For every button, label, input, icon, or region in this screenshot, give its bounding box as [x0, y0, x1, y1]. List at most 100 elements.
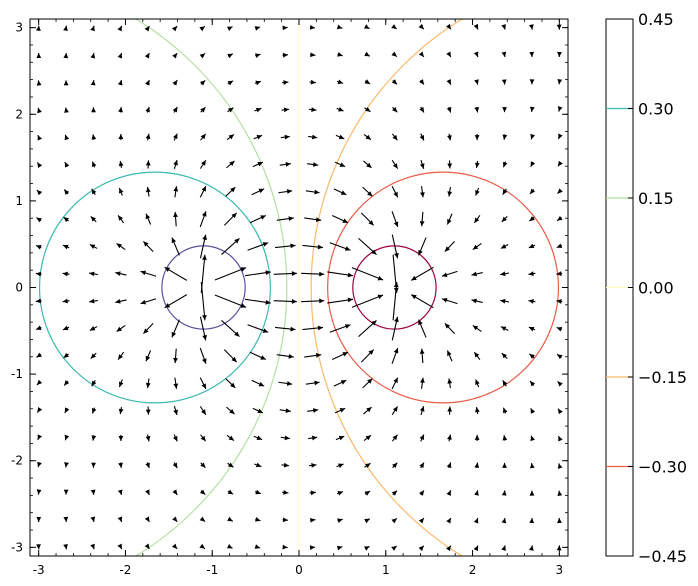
quiver-arrow-113	[173, 186, 179, 198]
quiver-arrow-240	[364, 545, 370, 551]
quiver-arrow-343	[502, 462, 507, 468]
quiver-arrow-52	[90, 216, 97, 223]
quiver-arrow-20	[63, 543, 68, 550]
quiver-arrow-242	[364, 490, 371, 496]
quiver-arrow-139	[199, 25, 206, 32]
quiver-arrow-355	[502, 134, 508, 140]
quiver-arrow-162	[254, 489, 262, 495]
quiver-arrow-362	[529, 490, 535, 496]
quiver-arrow-119	[171, 25, 178, 32]
quiver-arrow-329	[471, 298, 483, 304]
y-tick-label: -1	[11, 367, 23, 381]
quiver-arrow-128	[199, 316, 207, 341]
quiver-arrow-181	[282, 517, 289, 523]
quiver-arrow-177	[254, 80, 262, 86]
quiver-arrow-361	[529, 517, 535, 524]
quiver-arrow-372	[529, 216, 535, 222]
quiver-arrow-348	[500, 326, 509, 332]
quiver-arrow-169	[244, 298, 271, 305]
quiver-arrow-324	[474, 434, 480, 442]
quiver-arrow-328	[472, 325, 482, 333]
quiver-arrow-325	[474, 406, 480, 415]
quiver-arrow-398	[557, 51, 562, 58]
quiver-arrow-46	[91, 379, 97, 387]
quiver-arrow-121	[199, 516, 206, 523]
quiver-arrow-111	[171, 237, 180, 256]
quiver-arrow-184	[280, 435, 290, 441]
quiver-arrow-24	[64, 434, 70, 441]
quiver-arrow-160	[254, 544, 261, 549]
quiver-arrow-99	[144, 25, 150, 32]
quiver-arrow-396	[557, 106, 563, 112]
quiver-arrow-379	[529, 24, 534, 30]
quiver-arrow-381	[557, 517, 562, 524]
quiver-arrow-336	[474, 106, 480, 113]
quiver-arrow-257	[364, 79, 371, 85]
quiver-arrow-193	[278, 189, 293, 194]
quiver-arrow-5	[36, 407, 43, 413]
quiver-arrow-187	[276, 353, 294, 359]
quiver-arrow-16	[37, 107, 42, 114]
quiver-arrow-2	[36, 489, 42, 495]
quiver-arrow-40	[90, 543, 95, 550]
quiver-arrow-185	[279, 408, 291, 414]
quiver-arrow-288	[418, 319, 427, 338]
quiver-arrow-83	[145, 462, 150, 469]
quiver-arrow-141	[227, 516, 234, 522]
quiver-arrow-126	[199, 377, 207, 390]
quiver-arrow-220	[336, 545, 343, 551]
quiver-arrow-270	[392, 254, 399, 293]
quiver-arrow-238	[337, 52, 343, 57]
quiver-arrow-95	[145, 133, 151, 141]
quiver-arrow-120	[199, 543, 206, 550]
quiver-arrow-190	[273, 271, 297, 276]
quiver-arrow-197	[282, 80, 289, 85]
quiver-arrow-155	[226, 134, 235, 141]
quiver-arrow-158	[227, 53, 234, 59]
contour-line-2	[134, 19, 288, 556]
quiver-arrow-278	[391, 51, 398, 58]
quiver-arrow-318	[446, 51, 452, 58]
quiver-arrow-215	[308, 134, 318, 140]
quiver-arrow-136	[200, 106, 206, 113]
quiver-arrow-282	[419, 490, 425, 496]
quiver-arrow-386	[557, 381, 563, 387]
quiver-arrow-253	[362, 186, 373, 197]
quiver-arrow-212	[304, 217, 322, 222]
quiver-arrow-342	[501, 490, 507, 496]
quiver-arrow-192	[276, 216, 294, 222]
x-tick-label: 3	[556, 563, 564, 577]
quiver-arrow-230	[327, 271, 354, 278]
quiver-arrow-18	[36, 52, 42, 59]
quiver-arrow-55	[91, 134, 97, 140]
quiver-arrow-211	[302, 244, 324, 250]
quiver-arrow-345	[502, 407, 508, 414]
quiver-arrow-377	[529, 79, 535, 85]
quiver-arrow-274	[391, 159, 399, 169]
quiver-arrow-302	[446, 490, 452, 496]
quiver-arrow-391	[556, 243, 563, 248]
y-tick-label: -2	[11, 454, 23, 468]
quiver-arrow-304	[447, 434, 452, 442]
quiver-arrow-104	[173, 434, 178, 442]
quiver-arrow-295	[419, 133, 425, 141]
quiver-arrow-11	[35, 244, 42, 250]
colorbar-tick-label: 0.45	[638, 10, 674, 29]
quiver-arrow-110	[164, 266, 188, 281]
quiver-arrow-376	[529, 106, 535, 112]
quiver-arrow-108	[171, 319, 180, 338]
quiver-arrow-271	[391, 234, 399, 259]
quiver-arrow-32	[63, 216, 69, 223]
quiver-arrow-107	[173, 348, 178, 364]
quiver-arrow-48	[89, 326, 98, 331]
quiver-arrow-145	[226, 406, 235, 415]
quiver-arrow-86	[145, 378, 151, 389]
x-tick-label: 1	[382, 563, 390, 577]
quiver-arrow-393	[557, 188, 563, 194]
x-tick-label: 2	[469, 563, 477, 577]
quiver-arrow-368	[528, 326, 536, 332]
quiver-arrow-347	[501, 352, 508, 359]
quiver-arrow-213	[305, 189, 320, 195]
quiver-arrow-124	[200, 434, 207, 442]
